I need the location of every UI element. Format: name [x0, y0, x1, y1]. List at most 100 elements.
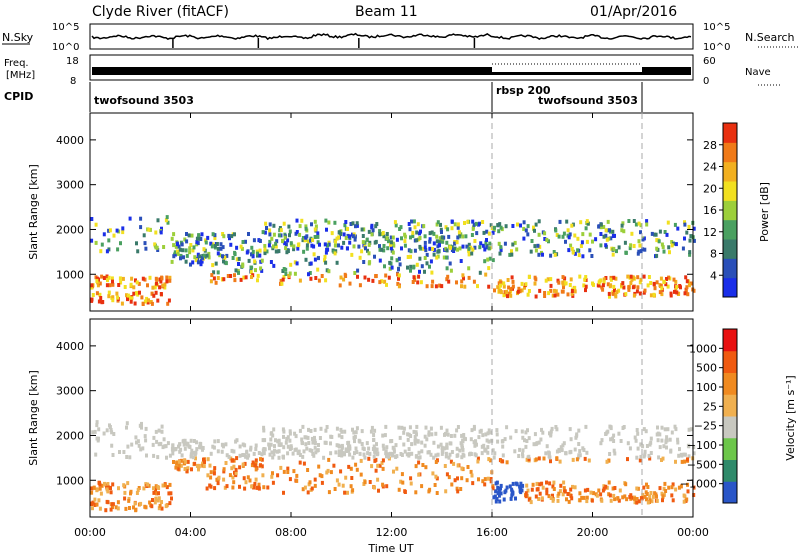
heatmap-cell — [527, 457, 531, 462]
heatmap-cell — [184, 248, 188, 253]
heatmap-cell — [431, 471, 435, 476]
heatmap-cell — [533, 244, 537, 249]
heatmap-cell — [624, 292, 628, 297]
heatmap-cell — [432, 247, 436, 252]
heatmap-cell — [174, 252, 177, 257]
heatmap-cell — [253, 481, 257, 486]
heatmap-cell — [302, 461, 306, 466]
beam-title: Beam 11 — [355, 4, 418, 20]
heatmap-cell — [373, 428, 377, 433]
heatmap-cell — [573, 286, 577, 290]
heatmap-cell — [233, 273, 236, 278]
heatmap-cell — [508, 252, 512, 257]
freq-bar-3 — [642, 67, 691, 75]
heatmap-cell — [313, 427, 317, 432]
heatmap-cell — [375, 452, 379, 457]
heatmap-cell — [450, 226, 454, 231]
heatmap-cell — [90, 283, 94, 288]
heatmap-cell — [499, 491, 503, 496]
heatmap-cell — [268, 222, 272, 227]
heatmap-cell — [444, 454, 448, 459]
heatmap-cell — [609, 236, 613, 241]
heatmap-cell — [495, 497, 499, 501]
heatmap-cell — [335, 426, 339, 431]
heatmap-cell — [428, 231, 432, 236]
heatmap-cell — [633, 435, 637, 440]
heatmap-cell — [482, 443, 486, 448]
heatmap-cell — [185, 253, 189, 258]
heatmap-cell — [415, 424, 419, 429]
heatmap-cell — [607, 492, 611, 497]
heatmap-cell — [165, 279, 169, 284]
heatmap-cell — [95, 488, 99, 493]
heatmap-cell — [413, 248, 417, 253]
heatmap-cell — [549, 429, 553, 434]
heatmap-cell — [683, 220, 686, 225]
heatmap-cell — [646, 500, 650, 505]
heatmap-cell — [260, 457, 264, 462]
heatmap-cell — [193, 255, 197, 260]
heatmap-cell — [536, 487, 540, 492]
heatmap-cell — [597, 488, 601, 493]
heatmap-cell — [470, 428, 474, 433]
heatmap-cell — [179, 256, 182, 261]
heatmap-cell — [288, 229, 292, 234]
heatmap-cell — [262, 425, 266, 430]
heatmap-cell — [649, 293, 653, 298]
heatmap-cell — [217, 475, 221, 480]
heatmap-cell — [510, 252, 514, 257]
heatmap-cell — [414, 430, 418, 435]
heatmap-cell — [531, 482, 535, 487]
heatmap-cell — [641, 444, 645, 449]
heatmap-cell — [423, 269, 426, 274]
heatmap-cell — [636, 446, 640, 451]
heatmap-cell — [303, 238, 307, 243]
heatmap-cell — [475, 231, 479, 236]
heatmap-cell — [347, 443, 350, 448]
heatmap-cell — [325, 425, 329, 429]
heatmap-cell — [664, 438, 668, 443]
heatmap-cell — [498, 499, 502, 504]
heatmap-cell — [609, 425, 613, 430]
heatmap-cell — [192, 245, 196, 250]
heatmap-cell — [418, 231, 421, 236]
heatmap-cell — [688, 252, 692, 257]
heatmap-cell — [637, 239, 641, 244]
heatmap-cell — [342, 240, 346, 245]
heatmap-cell — [313, 438, 317, 443]
heatmap-cell — [501, 453, 505, 458]
heatmap-cell — [171, 451, 175, 456]
heatmap-cell — [448, 441, 452, 446]
heatmap-cell — [323, 258, 326, 263]
heatmap-cell — [372, 454, 376, 459]
heatmap-cell — [367, 251, 371, 256]
heatmap-cell — [163, 282, 167, 287]
heatmap-cell — [481, 479, 485, 484]
heatmap-cell — [201, 463, 205, 468]
heatmap-cell — [201, 446, 205, 450]
heatmap-cell — [577, 253, 581, 258]
heatmap-cell — [95, 278, 99, 283]
heatmap-cell — [640, 496, 644, 501]
heatmap-cell — [609, 437, 613, 442]
heatmap-cell — [532, 225, 535, 230]
heatmap-cell — [604, 228, 608, 233]
heatmap-cell — [510, 489, 514, 494]
heatmap-cell — [437, 239, 441, 244]
heatmap-cell — [419, 280, 423, 285]
heatmap-cell — [139, 501, 143, 506]
heatmap-cell — [644, 490, 648, 495]
heatmap-cell — [432, 455, 436, 460]
heatmap-cell — [222, 477, 226, 482]
heatmap-cell — [354, 430, 358, 435]
heatmap-cell — [437, 249, 441, 254]
heatmap-cell — [465, 478, 469, 483]
heatmap-cell — [311, 238, 315, 242]
heatmap-cell — [424, 425, 428, 430]
heatmap-cell — [612, 448, 616, 453]
heatmap-cell — [346, 246, 349, 251]
heatmap-cell — [170, 259, 174, 264]
heatmap-cell — [440, 239, 444, 244]
heatmap-cell — [363, 240, 367, 245]
heatmap-cell — [639, 223, 643, 228]
